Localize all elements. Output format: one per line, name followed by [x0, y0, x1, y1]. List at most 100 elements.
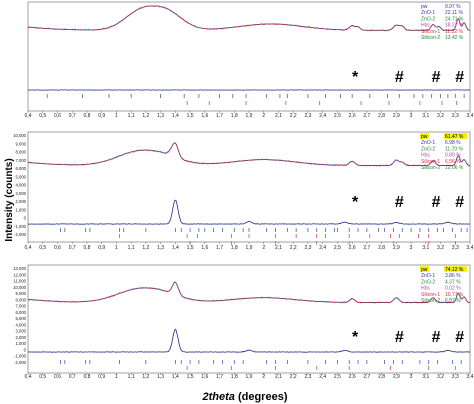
y-tick-label: 11,000	[14, 279, 27, 284]
x-tick-label: 1,3	[157, 374, 164, 380]
x-tick-label: 2,9	[393, 374, 400, 380]
x-tick-label: 1,8	[231, 374, 238, 380]
peak-marker: *	[352, 69, 359, 86]
x-tick-label: 0,6	[54, 113, 61, 119]
x-tick-label: 3,2	[437, 374, 444, 380]
x-tick-label: 1,3	[157, 245, 164, 251]
legend-name: Silicon-2	[421, 35, 440, 41]
legend-value: 6.98 %	[445, 140, 461, 146]
x-tick-label: 2,6	[349, 113, 356, 119]
x-tick-label: 1,6	[201, 113, 208, 119]
x-tick-label: 2,4	[319, 245, 326, 251]
legend: pw 74.12 % ZnO-1 3.86 % ZnO-2 4.37 % Hbs 0.02 %…	[420, 266, 467, 304]
y-tick-label: 10,000	[13, 133, 26, 138]
x-tick-label: 0,7	[69, 113, 76, 119]
legend-value: 0.80 %	[445, 153, 461, 159]
legend-highlight	[444, 266, 467, 272]
legend-name: ZnO-2	[421, 16, 435, 22]
y-tick-label: 8,000	[16, 150, 27, 155]
x-tick-label: 1,5	[187, 374, 194, 380]
x-tick-label: 1,7	[216, 245, 223, 251]
x-tick-label: 1,7	[216, 113, 223, 119]
y-tick-label: -1,000	[14, 354, 27, 359]
legend-value: 11.70 %	[445, 146, 464, 152]
y-tick-label: 2,000	[16, 335, 27, 340]
x-tick-label: 1,4	[172, 113, 179, 119]
x-tick-label: 2,7	[363, 245, 370, 251]
x-tick-label: 2,2	[290, 374, 297, 380]
peak-marker: #	[395, 194, 404, 211]
x-axis-title-rest: (degrees)	[235, 391, 288, 403]
x-tick-label: 0,7	[69, 374, 76, 380]
x-tick-label: 2,1	[275, 245, 282, 251]
legend-highlight	[420, 266, 429, 272]
panel-2: 10,000 9,000 8,000 7,000 6,000 5,000 4,000 3,00…	[13, 131, 474, 251]
x-tick-label: 2,3	[304, 245, 311, 251]
x-tick-label: 1,5	[187, 113, 194, 119]
x-tick-label: 3	[410, 245, 413, 251]
x-tick-label: 2,5	[334, 374, 341, 380]
x-tick-label: 0,5	[39, 374, 46, 380]
legend-value: 74.12 %	[445, 267, 464, 273]
x-tick-label: 1,4	[172, 374, 179, 380]
y-tick-label: -1,000	[14, 224, 27, 229]
x-tick-label: 2,6	[349, 374, 356, 380]
x-tick-label: 2,3	[304, 113, 311, 119]
x-tick-label: 3,2	[437, 245, 444, 251]
y-tick-label: 9,000	[16, 141, 27, 146]
x-tick-label: 2	[262, 245, 265, 251]
legend-name: Silicon-2	[421, 165, 440, 171]
y-axis-title: Intensity (counts)	[4, 158, 15, 241]
legend-name: ZnO-2	[421, 279, 435, 285]
x-tick-label: 1,9	[246, 374, 253, 380]
legend-name: Hbs	[421, 153, 430, 159]
x-tick-label: 0,9	[98, 374, 105, 380]
legend-name: ZnO-1	[421, 273, 435, 279]
y-tick-label: 1,000	[16, 341, 27, 346]
x-tick-label: 3,3	[452, 113, 459, 119]
y-tick-label: 0	[24, 216, 27, 221]
legend-name: Hbs	[421, 23, 430, 29]
y-tick-label: 7,000	[16, 158, 27, 163]
x-tick-label: 0,9	[98, 245, 105, 251]
legend-name: pw	[421, 134, 428, 140]
legend-value: 22.11 %	[445, 10, 464, 16]
y-tick-label: 6,000	[16, 166, 27, 171]
peak-marker: #	[455, 329, 464, 346]
difference-curve	[28, 199, 471, 225]
x-tick-label: 3,4	[467, 245, 474, 251]
y-tick-label: 4,000	[16, 183, 27, 188]
legend-value: 6.87 %	[445, 298, 461, 304]
legend-name: pw	[421, 4, 428, 10]
y-tick-label: 10,000	[13, 285, 26, 290]
x-tick-label: 0,7	[69, 245, 76, 251]
legend-value: 13.42 %	[445, 35, 464, 41]
legend-value: 24.71 %	[445, 16, 464, 22]
y-tick-label: 6,000	[16, 310, 27, 315]
x-tick-label: 0,8	[83, 113, 90, 119]
x-tick-label: 1,1	[128, 245, 135, 251]
x-tick-label: 2,5	[334, 245, 341, 251]
panels: 0,4 0,5 0,6 0,7 0,8 0,9 1 1,1 1,2 1,3 1,4 1,5 1,6 1,7…	[13, 1, 474, 380]
legend-name: ZnO-1	[421, 10, 435, 16]
legend-highlight	[444, 133, 467, 139]
legend-value: 0.02 %	[445, 286, 461, 292]
legend-highlight	[420, 133, 429, 139]
x-tick-label: 1,2	[142, 374, 149, 380]
x-tick-label: 1,6	[201, 374, 208, 380]
x-tick-label: 0,4	[25, 374, 32, 380]
x-tick-label: 2,3	[304, 374, 311, 380]
legend-name: Silicon-1	[421, 29, 440, 35]
panel-3: 13,00012,00011,00010,0009,0008,0007,0006…	[13, 264, 474, 380]
x-tick-label: 0,4	[25, 113, 32, 119]
observed-profile	[27, 4, 471, 32]
x-tick-label: 2,9	[393, 113, 400, 119]
legend-value: 18.27 %	[445, 23, 464, 29]
y-tick-label: 4,000	[16, 322, 27, 327]
y-tick-label: 13,000	[13, 266, 26, 271]
x-tick-label: 2,8	[378, 245, 385, 251]
y-tick-label: 1,000	[16, 207, 27, 212]
x-tick-label: 2,7	[363, 113, 370, 119]
peak-marker: *	[352, 329, 359, 346]
x-tick-label: 2,4	[319, 374, 326, 380]
